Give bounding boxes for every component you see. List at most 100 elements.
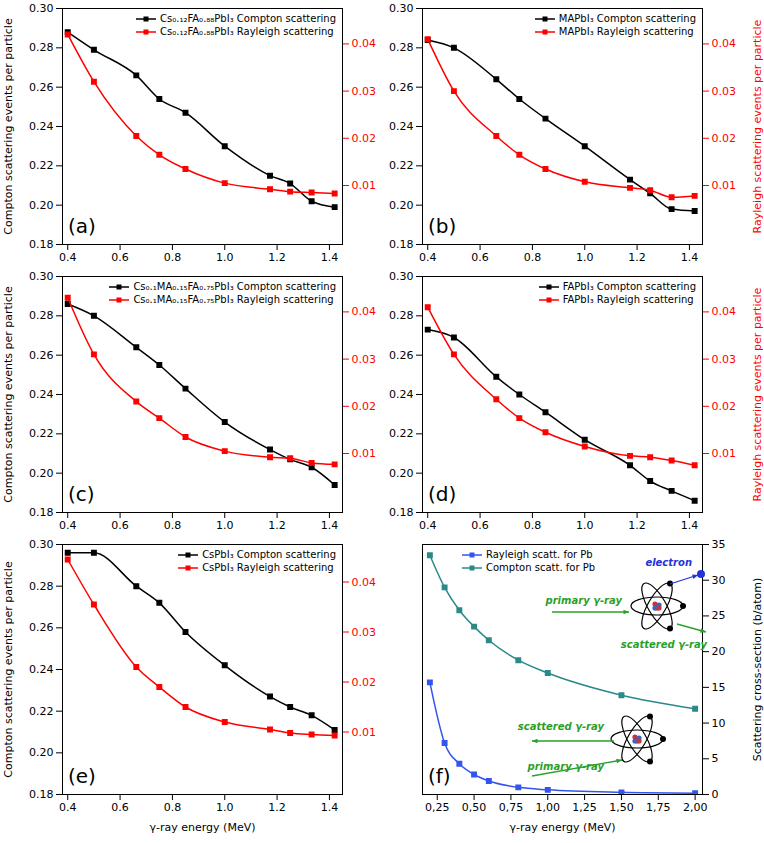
svg-text:0.02: 0.02 — [352, 400, 377, 413]
svg-text:0.04: 0.04 — [352, 305, 377, 318]
svg-text:0,50: 0,50 — [462, 801, 487, 814]
svg-text:Rayleigh scattering events per: Rayleigh scattering events per particle — [751, 19, 764, 233]
svg-text:0.4: 0.4 — [419, 519, 437, 532]
svg-text:1,00: 1,00 — [536, 801, 561, 814]
svg-text:1.4: 1.4 — [321, 801, 339, 814]
svg-text:0.01: 0.01 — [352, 447, 377, 460]
svg-text:20: 20 — [712, 645, 726, 658]
svg-text:γ-ray energy (MeV): γ-ray energy (MeV) — [150, 821, 256, 834]
svg-text:0: 0 — [712, 788, 719, 801]
svg-text:0.22: 0.22 — [29, 159, 54, 172]
svg-text:0.18: 0.18 — [29, 788, 54, 801]
svg-text:0.30: 0.30 — [389, 270, 414, 283]
svg-text:γ-ray energy (MeV): γ-ray energy (MeV) — [510, 821, 616, 834]
svg-text:0.28: 0.28 — [29, 580, 54, 593]
svg-text:0.01: 0.01 — [712, 179, 737, 192]
svg-text:0.22: 0.22 — [29, 705, 54, 718]
svg-text:0,25: 0,25 — [425, 801, 450, 814]
svg-text:0.4: 0.4 — [419, 251, 437, 264]
svg-text:primary γ-ray: primary γ-ray — [527, 761, 605, 772]
svg-text:0.26: 0.26 — [389, 81, 414, 94]
svg-text:5: 5 — [712, 752, 719, 765]
svg-text:0.26: 0.26 — [29, 621, 54, 634]
svg-text:0.01: 0.01 — [352, 179, 377, 192]
svg-text:0.4: 0.4 — [59, 251, 77, 264]
svg-text:Compton scattering events per: Compton scattering events per particle — [2, 18, 15, 235]
svg-text:0.20: 0.20 — [29, 467, 54, 480]
svg-text:0.03: 0.03 — [352, 85, 377, 98]
svg-text:0.22: 0.22 — [389, 427, 414, 440]
svg-text:1,50: 1,50 — [609, 801, 634, 814]
svg-text:0.6: 0.6 — [111, 251, 129, 264]
svg-text:10: 10 — [712, 717, 726, 730]
svg-text:0.28: 0.28 — [389, 309, 414, 322]
svg-text:0.18: 0.18 — [389, 238, 414, 251]
svg-text:0.20: 0.20 — [29, 746, 54, 759]
svg-text:0.03: 0.03 — [712, 353, 737, 366]
svg-text:0.30: 0.30 — [29, 270, 54, 283]
svg-text:0.8: 0.8 — [164, 519, 182, 532]
svg-text:0.04: 0.04 — [712, 305, 737, 318]
svg-text:0.18: 0.18 — [29, 238, 54, 251]
svg-text:1.2: 1.2 — [268, 801, 286, 814]
svg-text:1.0: 1.0 — [216, 801, 234, 814]
svg-text:15: 15 — [712, 681, 726, 694]
svg-text:0.18: 0.18 — [29, 506, 54, 519]
svg-text:0.30: 0.30 — [29, 538, 54, 551]
svg-text:0.22: 0.22 — [29, 427, 54, 440]
svg-text:0.30: 0.30 — [29, 2, 54, 15]
svg-text:0.20: 0.20 — [389, 199, 414, 212]
svg-text:Rayleigh scattering events per: Rayleigh scattering events per particle — [751, 287, 764, 501]
svg-text:0.02: 0.02 — [712, 400, 737, 413]
svg-text:0.26: 0.26 — [389, 349, 414, 362]
svg-text:1.4: 1.4 — [321, 519, 339, 532]
svg-text:0.8: 0.8 — [164, 801, 182, 814]
svg-text:0.24: 0.24 — [29, 388, 54, 401]
svg-text:1.0: 1.0 — [576, 251, 594, 264]
svg-text:0.04: 0.04 — [352, 37, 377, 50]
svg-text:0.28: 0.28 — [29, 41, 54, 54]
svg-text:0.24: 0.24 — [389, 388, 414, 401]
svg-text:0.26: 0.26 — [29, 349, 54, 362]
svg-text:35: 35 — [712, 538, 726, 551]
svg-text:0.04: 0.04 — [352, 576, 377, 589]
svg-text:1.2: 1.2 — [268, 519, 286, 532]
svg-text:1.0: 1.0 — [576, 519, 594, 532]
svg-text:30: 30 — [712, 574, 726, 587]
svg-text:0.24: 0.24 — [389, 120, 414, 133]
svg-text:electron: electron — [645, 557, 692, 568]
svg-text:0.8: 0.8 — [524, 519, 542, 532]
svg-text:1.4: 1.4 — [681, 251, 699, 264]
svg-text:1.4: 1.4 — [681, 519, 699, 532]
svg-text:0.8: 0.8 — [524, 251, 542, 264]
svg-text:Compton scattering events per: Compton scattering events per particle — [2, 286, 15, 503]
svg-text:Scattering cross-section (b/at: Scattering cross-section (b/atom) — [751, 578, 764, 762]
svg-text:scattered γ-ray: scattered γ-ray — [518, 721, 605, 732]
svg-text:0.01: 0.01 — [712, 447, 737, 460]
svg-text:0.02: 0.02 — [352, 132, 377, 145]
svg-text:0.6: 0.6 — [471, 251, 489, 264]
svg-text:0.8: 0.8 — [164, 251, 182, 264]
svg-text:0.28: 0.28 — [389, 41, 414, 54]
svg-text:0.6: 0.6 — [111, 801, 129, 814]
svg-text:scattered γ-ray: scattered γ-ray — [621, 639, 708, 650]
svg-text:0.28: 0.28 — [29, 309, 54, 322]
svg-text:0.03: 0.03 — [352, 626, 377, 639]
svg-text:1,25: 1,25 — [572, 801, 597, 814]
svg-text:1.2: 1.2 — [268, 251, 286, 264]
svg-text:primary γ-ray: primary γ-ray — [545, 595, 623, 606]
svg-text:0.4: 0.4 — [59, 801, 77, 814]
svg-text:1.2: 1.2 — [628, 251, 646, 264]
svg-text:0.20: 0.20 — [389, 467, 414, 480]
svg-text:0.02: 0.02 — [352, 676, 377, 689]
svg-text:1,75: 1,75 — [646, 801, 671, 814]
svg-text:0.30: 0.30 — [389, 2, 414, 15]
svg-text:0.24: 0.24 — [29, 120, 54, 133]
svg-text:0.01: 0.01 — [352, 726, 377, 739]
svg-text:0.4: 0.4 — [59, 519, 77, 532]
svg-text:Compton scattering events per: Compton scattering events per particle — [2, 561, 15, 778]
svg-text:0.26: 0.26 — [29, 81, 54, 94]
svg-text:1.4: 1.4 — [321, 251, 339, 264]
svg-text:0.03: 0.03 — [712, 85, 737, 98]
svg-text:2,00: 2,00 — [683, 801, 708, 814]
